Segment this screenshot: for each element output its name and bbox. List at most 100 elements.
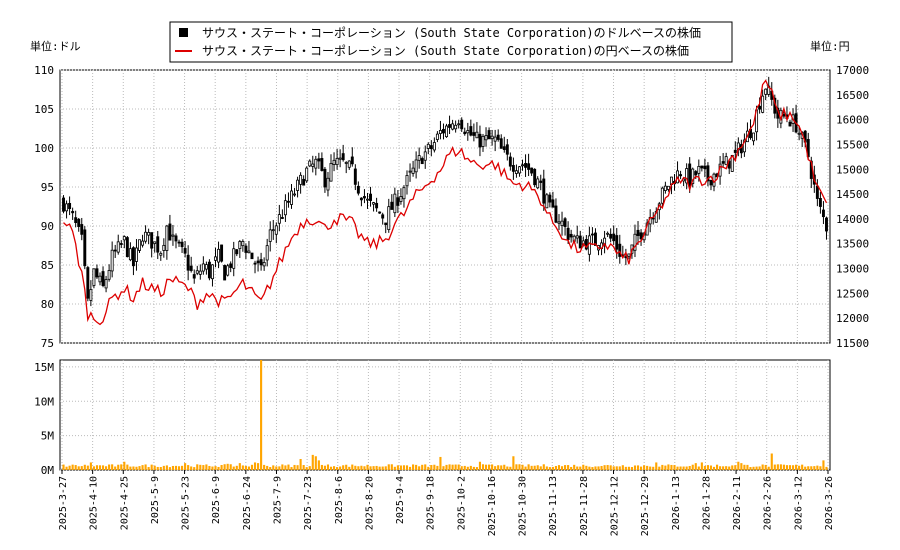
candle-body [615,235,619,250]
candle-body [685,168,689,184]
volume-axis: 0M 5M 10M 15M [34,361,54,477]
volume-bar [627,466,630,470]
volume-bar [98,465,102,470]
candle-body [752,132,755,142]
candle-body [299,174,303,185]
candle-body [432,142,436,151]
candle-body [463,131,467,135]
candle-body [679,174,683,177]
volume-bar [536,465,539,470]
volume-bar [539,466,542,470]
x-tick-label: 2025-5-9 [150,476,161,524]
volume-bar [478,461,482,470]
volume-bar [193,467,196,470]
candle-body [408,170,412,173]
volume-bar [339,466,342,470]
volume-bar [86,465,89,470]
volume-bar [396,465,399,470]
volume-bar [621,465,624,470]
candle-body [259,259,263,266]
x-tick-label: 2025-8-20 [364,476,375,530]
candle-body [691,168,695,184]
candle-body [211,264,214,280]
candle-body [788,121,792,127]
candle-body [119,243,123,245]
volume-bar [387,464,390,470]
volume-bar [302,465,305,470]
candle-body [217,248,221,263]
volume-bar [244,465,247,470]
candle-body [350,156,354,165]
candle-body [131,247,135,267]
volume-bar [715,464,719,470]
volume-bar [445,464,448,470]
volume-bar [174,465,178,470]
volume-bar [661,464,664,470]
candle-body [256,260,260,264]
volume-bar [135,466,138,470]
jpy-axis: 11500 12000 12500 13000 13500 14000 14500 15000… [836,64,869,350]
volume-bar [412,464,415,470]
candle-body [627,253,631,257]
volume-bar [816,465,819,470]
volume-bar [603,465,606,470]
candle-body [612,233,616,242]
volume-bar [150,464,153,470]
volume-bar [679,466,682,470]
volume-bar [643,465,646,470]
candle-body [356,185,360,194]
x-tick-label: 2025-6-24 [242,476,253,530]
candle-body [557,221,561,224]
volume-bar [545,466,548,470]
candle-body [393,193,397,214]
volume-bar [463,465,466,470]
volume-bar [466,466,469,470]
candle-body [560,220,564,226]
candle-body [171,234,175,237]
usd-tick-label: 85 [41,259,54,272]
volume-bar [554,465,558,470]
volume-bar [813,466,816,470]
candle-body [448,124,452,128]
candle-body [235,249,239,255]
x-tick-label: 2026-2-26 [763,476,774,530]
x-tick-label: 2026-1-28 [701,476,712,530]
volume-bar [326,464,330,470]
usd-tick-label: 75 [41,337,54,350]
candle-body [451,123,455,130]
candle-body [575,235,579,239]
candle-body [141,240,145,246]
candle-body [223,265,227,281]
candle-body [335,157,339,166]
candle-body [636,229,640,236]
candle-body [475,131,479,139]
candle-body [761,95,765,113]
candle-body [639,232,643,240]
candle-body [308,160,312,167]
candle-body [566,227,570,241]
candle-body [198,270,202,275]
candle-body [554,205,558,223]
volume-bar [782,464,785,470]
legend-jpy-label: サウス・ステート・コーポレーション (South State Corporati… [202,43,689,58]
candle-body [505,144,509,155]
candle-body [192,274,196,279]
volume-bar [408,466,412,470]
candle-body [290,190,293,205]
usd-axis: 75 80 85 90 95 100 105 110 [34,64,54,350]
volume-bar [719,466,722,470]
jpy-tick-label: 16500 [836,89,869,102]
volume-bar [144,464,147,470]
volume-bar [141,465,144,470]
candle-body [338,157,342,160]
volume-bar [694,463,697,470]
volume-bar [290,467,293,470]
volume-bar [92,466,95,470]
candle-body [162,244,166,251]
volume-bar [430,465,433,470]
volume-bar [375,465,378,470]
candle-body [332,159,336,165]
volume-bar [512,456,515,470]
candle-body [95,268,99,278]
